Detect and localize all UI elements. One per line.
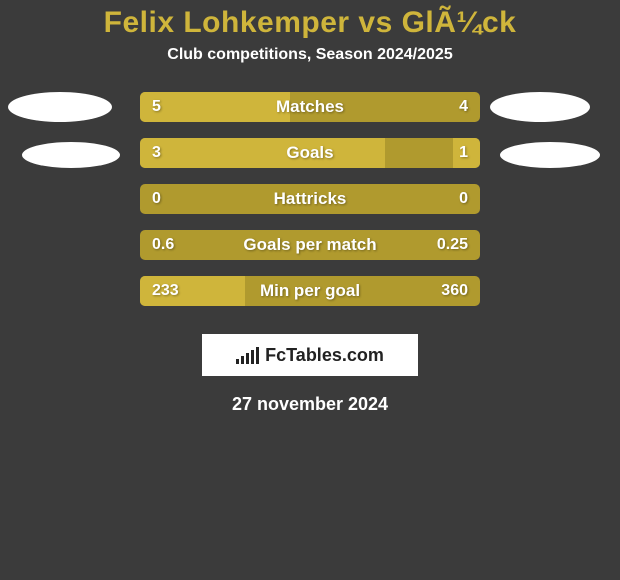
player-left-avatar-1 (8, 92, 112, 122)
stat-label: Goals per match (140, 230, 480, 260)
page-subtitle: Club competitions, Season 2024/2025 (0, 46, 620, 64)
chart-area: 54Matches 31Goals 00Hattricks 0.60.25Goals … (0, 92, 620, 306)
stat-row: 0.60.25Goals per match (140, 230, 480, 260)
stat-row: 54Matches (140, 92, 480, 122)
stat-row: 31Goals (140, 138, 480, 168)
logo-text: FcTables.com (265, 345, 384, 366)
player-right-avatar-2 (500, 142, 600, 168)
page-title: Felix Lohkemper vs GlÃ¼ck (0, 6, 620, 40)
comparison-widget: Felix Lohkemper vs GlÃ¼ck Club competiti… (0, 0, 620, 415)
stat-row: 00Hattricks (140, 184, 480, 214)
fctables-logo[interactable]: FcTables.com (202, 334, 418, 376)
stat-label: Matches (140, 92, 480, 122)
stat-label: Hattricks (140, 184, 480, 214)
date-line: 27 november 2024 (0, 394, 620, 415)
stat-row: 233360Min per goal (140, 276, 480, 306)
stat-rows: 54Matches 31Goals 00Hattricks 0.60.25Goals … (140, 92, 480, 306)
stat-label: Goals (140, 138, 480, 168)
player-left-avatar-2 (22, 142, 120, 168)
stat-label: Min per goal (140, 276, 480, 306)
bar-chart-icon (236, 346, 259, 364)
player-right-avatar-1 (490, 92, 590, 122)
